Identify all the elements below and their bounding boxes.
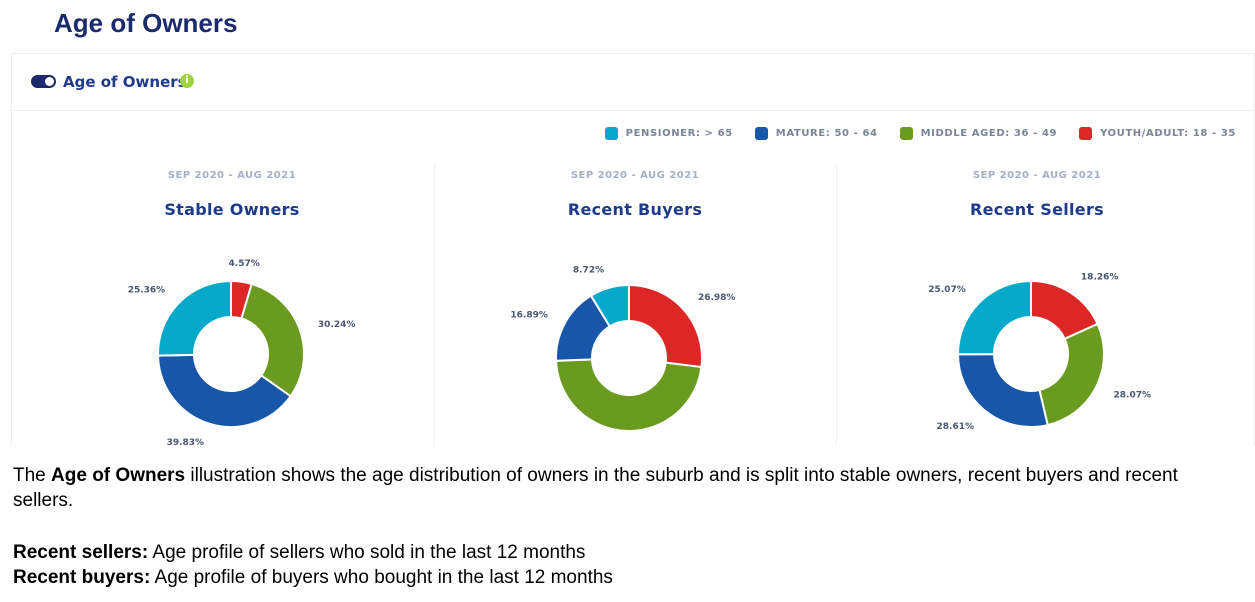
slice-label-mature: 28.61% (937, 422, 975, 432)
donut-slice-mature[interactable] (156, 353, 292, 428)
description-intro: The Age of Owners illustration shows the… (13, 463, 1238, 513)
slice-label-mature: 39.83% (167, 438, 205, 446)
slice-label-middle-aged: 28.07% (1114, 391, 1152, 401)
chart-card-stable-owners: SEP 2020 - AUG 2021 Stable Owners 4.57% 3… (32, 164, 432, 446)
panel-title: Age of Owners (63, 73, 187, 91)
buyers-label: Recent buyers: (13, 567, 151, 588)
legend-swatch-youth-adult (1079, 127, 1093, 140)
legend-swatch-mature (754, 127, 768, 140)
slice-label-youth-adult: 18.26% (1081, 273, 1119, 283)
donut-slice-pensioner[interactable] (957, 279, 1032, 356)
page-title: Age of Owners (54, 8, 238, 38)
chart-title: Stable Owners (164, 200, 300, 219)
chart-legend: PENSIONER: > 65 MATURE: 50 - 64 MIDDLE A… (604, 127, 1236, 140)
legend-item-youth-adult[interactable]: YOUTH/ADULT: 18 - 35 (1079, 127, 1236, 140)
description-buyers: Recent buyers: Age profile of buyers who… (13, 565, 613, 590)
chart-title: Recent Sellers (970, 200, 1104, 219)
legend-item-pensioner[interactable]: PENSIONER: > 65 (604, 127, 733, 140)
chart-period: SEP 2020 - AUG 2021 (972, 170, 1102, 181)
donut-slice-middle-aged[interactable] (1038, 322, 1105, 427)
legend-label: PENSIONER: > 65 (625, 128, 733, 139)
sellers-text: Age profile of sellers who sold in the l… (152, 542, 586, 563)
chart-period: SEP 2020 - AUG 2021 (570, 170, 700, 181)
legend-item-mature[interactable]: MATURE: 50 - 64 (754, 127, 878, 140)
donut-chart-recent-sellers: 18.26% 28.07% 28.61% 25.07% (928, 273, 1152, 433)
toggle-on-icon[interactable] (31, 75, 56, 88)
chart-card-recent-buyers: SEP 2020 - AUG 2021 Recent Buyers 26.98%… (434, 164, 835, 446)
slice-label-middle-aged: 30.24% (318, 320, 356, 330)
legend-swatch-pensioner (604, 127, 618, 140)
donut-slice-pensioner[interactable] (157, 279, 232, 357)
slice-label-pensioner: 25.36% (128, 286, 166, 296)
donut-slice-youth-adult[interactable] (628, 283, 703, 369)
age-of-owners-panel: Age of Owners i PENSIONER: > 65 MATURE: … (11, 53, 1255, 446)
sellers-label: Recent sellers: (13, 542, 149, 563)
slice-label-youth-adult: 4.57% (229, 259, 260, 269)
legend-label: YOUTH/ADULT: 18 - 35 (1100, 128, 1236, 139)
buyers-text: Age profile of buyers who bought in the … (154, 567, 613, 588)
donut-chart-recent-buyers: 26.98%47.41%16.89%8.72% (510, 265, 736, 446)
donut-slice-middle-aged[interactable] (240, 282, 305, 398)
toggle-knob (45, 77, 54, 86)
panel-header: Age of Owners i (12, 54, 1254, 111)
chart-period: SEP 2020 - AUG 2021 (167, 170, 297, 181)
chart-title: Recent Buyers (567, 200, 703, 219)
legend-swatch-middle-aged (899, 127, 913, 140)
slice-label-pensioner: 8.72% (573, 265, 604, 275)
donut-slice-mature[interactable] (956, 353, 1049, 428)
slice-label-mature: 16.89% (510, 311, 548, 321)
slice-label-youth-adult: 26.98% (698, 293, 736, 303)
donut-slice-middle-aged[interactable] (555, 358, 703, 432)
info-icon[interactable]: i (180, 74, 194, 88)
chart-card-recent-sellers: SEP 2020 - AUG 2021 Recent Sellers 18.26… (836, 164, 1237, 446)
description-sellers: Recent sellers: Age profile of sellers w… (13, 540, 585, 565)
intro-bold: Age of Owners (51, 465, 186, 486)
donut-slice-pensioner[interactable] (589, 283, 630, 328)
legend-label: MIDDLE AGED: 36 - 49 (920, 128, 1058, 139)
legend-label: MATURE: 50 - 64 (775, 128, 878, 139)
intro-rest: illustration shows the age distribution … (13, 465, 1178, 511)
intro-pre: The (13, 465, 46, 486)
legend-item-middle-aged[interactable]: MIDDLE AGED: 36 - 49 (899, 127, 1058, 140)
donut-chart-stable-owners: 4.57% 30.24% 39.83% 25.36% (128, 259, 356, 446)
slice-label-pensioner: 25.07% (928, 285, 966, 295)
